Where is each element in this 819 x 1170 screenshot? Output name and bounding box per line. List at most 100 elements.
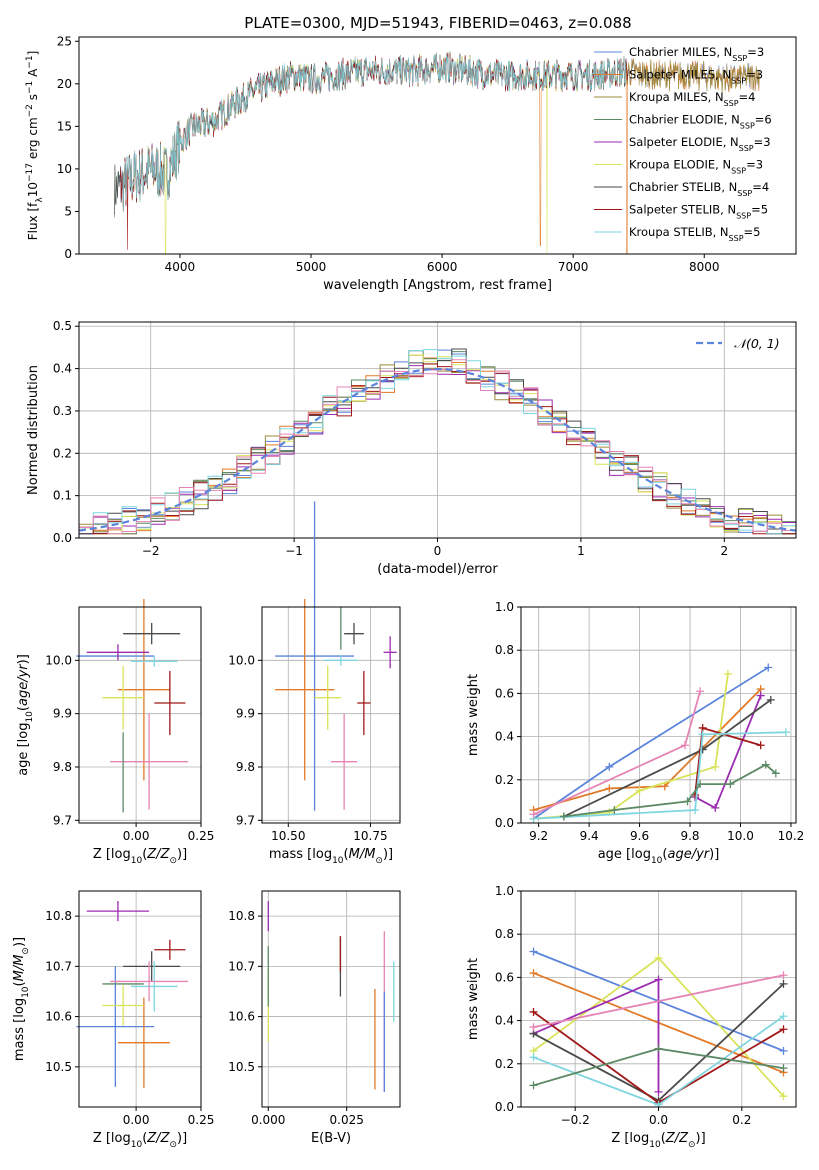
gaussian-curve (78, 367, 797, 532)
y-tick-label: 10.0 (228, 653, 255, 667)
x-tick-label: 1 (577, 544, 585, 558)
data-point-marker (654, 1044, 663, 1053)
y-tick-label: 10.5 (228, 1060, 255, 1074)
data-point-marker (654, 975, 663, 984)
plot-area (267, 901, 395, 1092)
axes-frame (78, 36, 797, 255)
y-tick-label: 1.0 (495, 600, 514, 614)
data-point-marker (654, 953, 663, 962)
x-tick-label: −1 (285, 544, 303, 558)
y-tick-label: 0.8 (495, 643, 514, 657)
y-axis-label: age [log10(age/yr)] (16, 654, 35, 776)
age-vs-metallicity-panel: 0.00 0.25 9.7 9.8 9.9 10.0 Z [log10(Z/Z⊙)] age … (16, 599, 214, 866)
y-tick-label: 10.6 (45, 1010, 72, 1024)
y-tick-label: 25 (57, 34, 72, 48)
x-tick-label: 2 (720, 544, 728, 558)
x-tick-label: 7000 (558, 260, 589, 274)
y-tick-label: 15 (57, 119, 72, 133)
x-tick-label: −2 (142, 544, 160, 558)
series-line (533, 690, 701, 816)
data-point-marker (529, 947, 538, 956)
x-tick-label: 10.50 (271, 829, 305, 843)
data-point-marker (723, 669, 732, 678)
age-vs-mass-panel: 10.50 10.75 9.7 9.8 9.9 10.0 mass [log10(M/M⊙)… (228, 501, 401, 866)
data-point-marker (605, 762, 614, 771)
data-point-marker (779, 1012, 788, 1021)
y-tick-label: 0 (64, 247, 72, 261)
y-axis-label: mass [log10(M/M⊙)] (12, 937, 31, 1061)
mass-weight-vs-metallicity-panel: −0.2 0.0 0.2 0.0 0.2 0.4 0.6 0.8 1.0 Z [log10(Z/Z… (466, 884, 797, 1150)
plot-area (114, 51, 760, 255)
series-line (533, 731, 786, 820)
legend-entry: Chabrier STELIB, NSSP=4 (629, 180, 769, 198)
legend-entry: Kroupa MILES, NSSP=4 (629, 90, 755, 108)
x-axis-label: (data-model)/error (377, 562, 498, 577)
data-point-marker (529, 810, 538, 819)
axes-frame (78, 606, 202, 824)
axes-frame (78, 321, 797, 539)
data-point-marker (529, 1007, 538, 1016)
data-point-marker (779, 979, 788, 988)
data-point-marker (771, 769, 780, 778)
x-axis-label: Z [log10(Z/Z⊙)] (93, 1131, 187, 1150)
data-point-marker (698, 730, 707, 739)
legend-entry: Chabrier MILES, NSSP=3 (629, 45, 764, 63)
y-tick-label: 10.7 (228, 959, 255, 973)
data-point-marker (781, 728, 790, 737)
plot-area (529, 947, 788, 1109)
x-tick-label: 10.75 (353, 829, 387, 843)
data-point-marker (779, 1046, 788, 1055)
y-axis-label: Flux [fλ10−17 erg cm−2 s−1 A−1] (25, 51, 45, 241)
y-tick-label: 0.5 (53, 319, 72, 333)
y-tick-label: 0.0 (495, 816, 514, 830)
axes-frame (520, 606, 797, 824)
legend-entry: Chabrier ELODIE, NSSP=6 (629, 113, 772, 131)
series-line (533, 978, 660, 1092)
y-axis-label: Normed distribution (26, 365, 41, 495)
data-point-marker (610, 806, 619, 815)
data-point-marker (696, 780, 705, 789)
y-tick-label: 9.7 (236, 813, 255, 827)
spectrum-series-line (122, 53, 626, 211)
data-point-marker (779, 1092, 788, 1101)
data-point-marker (761, 760, 770, 769)
series-line (694, 695, 762, 810)
figure-title: PLATE=0300, MJD=51943, FIBERID=0463, z=0… (244, 14, 631, 32)
mass-weight-vs-age-panel: 9.2 9.4 9.6 9.8 10.0 10.2 0.0 0.2 0.4 0.6 0.8 1.0 ag… (466, 600, 804, 866)
data-point-marker (529, 1023, 538, 1032)
x-tick-label: 0.00 (123, 1113, 150, 1127)
y-tick-label: 0.6 (495, 686, 514, 700)
x-tick-label: 4000 (165, 260, 196, 274)
plot-area (78, 348, 797, 535)
axes-frame (261, 606, 401, 824)
x-axis-label: mass [log10(M/M⊙)] (269, 847, 393, 866)
x-axis-label: E(B-V) (311, 1131, 351, 1146)
y-tick-label: 9.9 (53, 707, 72, 721)
y-tick-label: 0.6 (495, 970, 514, 984)
x-tick-label: 0.025 (330, 1113, 364, 1127)
histogram-series-line (79, 349, 796, 535)
series-line (533, 688, 762, 811)
data-point-marker (711, 803, 720, 812)
data-point-marker (756, 741, 765, 750)
y-tick-label: 20 (57, 77, 72, 91)
data-point-marker (756, 691, 765, 700)
y-tick-label: 0.0 (53, 531, 72, 545)
axes-frame (78, 890, 202, 1108)
x-tick-label: 10.2 (778, 829, 805, 843)
data-point-marker (605, 784, 614, 793)
series-line (563, 699, 772, 818)
x-axis-label: age [log10(age/yr)] (598, 847, 720, 866)
y-tick-label: 0.4 (495, 730, 514, 744)
x-tick-label: 0.25 (188, 1113, 215, 1127)
data-point-marker (635, 786, 644, 795)
data-point-marker (691, 806, 700, 815)
data-point-marker (726, 780, 735, 789)
x-tick-label: 0.25 (188, 829, 215, 843)
data-point-marker (779, 971, 788, 980)
y-tick-label: 0.0 (495, 1100, 514, 1114)
spectrum-panel: 4000 5000 6000 7000 8000 0 5 10 15 20 25 wavelength… (25, 34, 797, 293)
y-tick-label: 0.3 (53, 404, 72, 418)
x-tick-label: 10.0 (727, 829, 754, 843)
